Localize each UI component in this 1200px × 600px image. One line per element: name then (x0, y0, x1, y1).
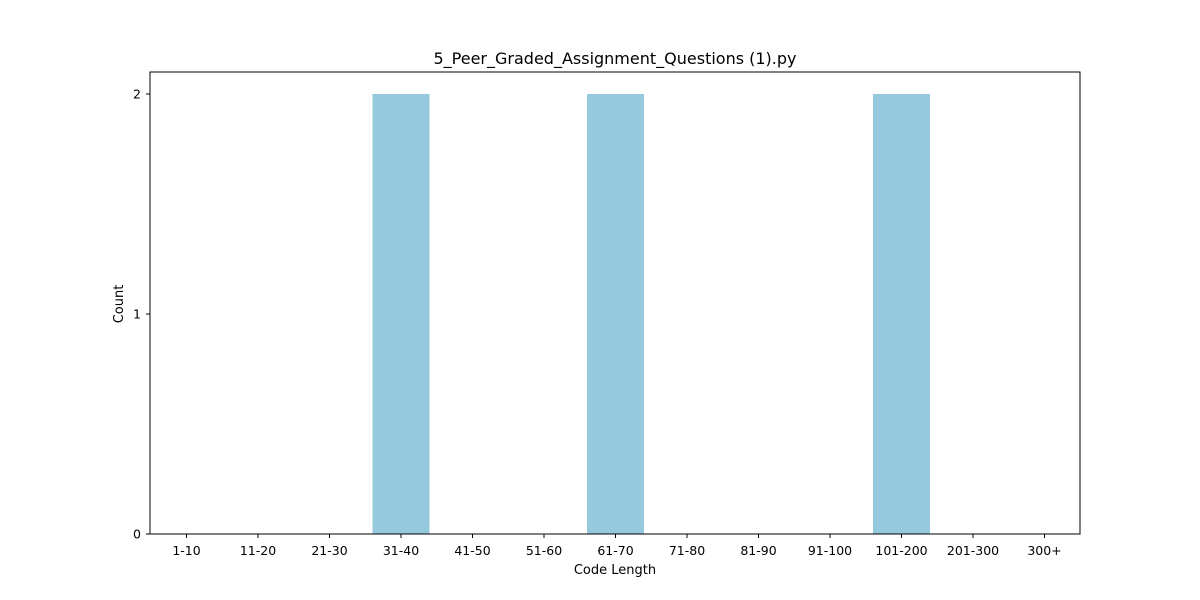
x-tick-label: 91-100 (808, 543, 852, 558)
bar-101-200 (873, 94, 930, 534)
x-tick-label: 31-40 (383, 543, 419, 558)
y-tick-label: 1 (133, 307, 141, 322)
x-tick-label: 71-80 (669, 543, 705, 558)
y-axis-ticks: 0 1 2 (133, 87, 150, 542)
x-tick-label: 61-70 (597, 543, 633, 558)
x-tick-label: 101-200 (875, 543, 927, 558)
x-tick-label: 1-10 (172, 543, 200, 558)
x-axis-label: Code Length (574, 563, 656, 578)
y-tick-label: 0 (133, 527, 141, 542)
y-tick-label: 2 (133, 87, 141, 102)
y-axis-label: Count (112, 285, 127, 324)
bar-31-40 (372, 94, 430, 534)
x-tick-label: 51-60 (526, 543, 562, 558)
bar-61-70 (587, 94, 644, 534)
chart-title: 5_Peer_Graded_Assignment_Questions (1).p… (433, 49, 796, 69)
bars-group (372, 94, 930, 534)
x-axis-ticks: 1-10 11-20 21-30 31-40 41-50 51-60 61-70 71-80 8… (172, 534, 1062, 558)
x-tick-label: 81-90 (740, 543, 776, 558)
x-tick-label: 11-20 (240, 543, 276, 558)
x-tick-label: 21-30 (311, 543, 347, 558)
x-tick-label: 201-300 (947, 543, 999, 558)
x-tick-label: 41-50 (454, 543, 490, 558)
x-tick-label: 300+ (1027, 543, 1061, 558)
